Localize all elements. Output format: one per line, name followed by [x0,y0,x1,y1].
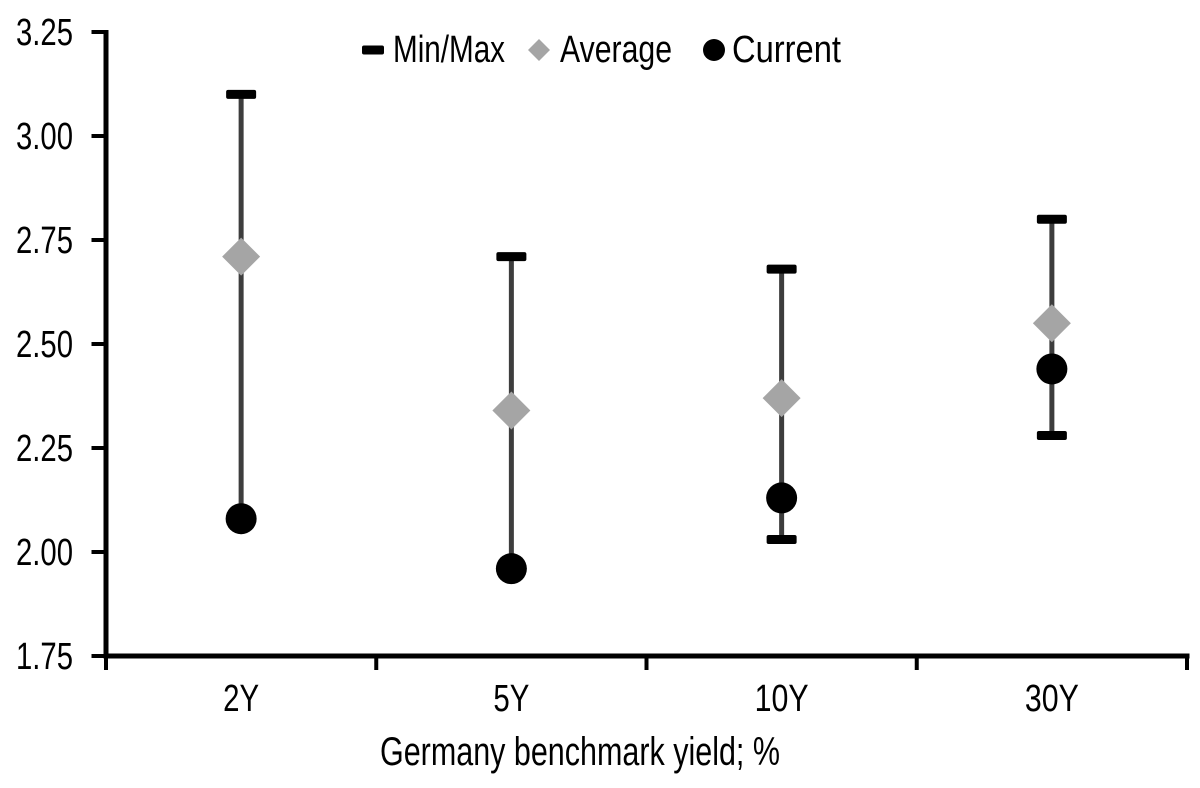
y-axis-tick-label: 1.75 [16,636,73,678]
max-cap-2Y [226,89,257,99]
y-axis-tick [91,654,104,658]
current-marker-10Y [766,482,798,514]
x-axis-title: Germany benchmark yield; % [380,730,780,774]
legend-label-current: Current [732,29,841,71]
y-axis-tick [91,446,104,450]
y-axis-tick-label: 3.00 [16,116,73,158]
current-marker-30Y [1036,353,1068,385]
current-marker-5Y [495,553,527,585]
max-cap-30Y [1036,214,1067,224]
average-marker-5Y [492,391,531,430]
x-axis-tick [644,656,649,670]
plot-area: 1.75 2.00 2.25 2.50 2.75 3.00 3.25 2Y 5Y 10Y 30Y [16,12,1190,720]
y-axis-tick-label: 2.75 [16,220,73,262]
x-axis-tick [1185,656,1189,670]
max-cap-5Y [496,252,527,262]
x-axis-tick-label: 5Y [493,678,529,720]
y-axis-tick [91,550,104,554]
y-axis-tick-label: 2.25 [16,428,73,470]
min-cap-30Y [1036,431,1067,441]
average-marker-2Y [222,237,261,276]
legend-label-minmax: Min/Max [393,29,505,71]
y-axis-tick-label: 2.00 [16,532,73,574]
max-cap-10Y [766,264,797,274]
current-marker-2Y [225,503,257,535]
y-axis-tick [91,30,104,34]
y-axis-line [103,30,109,659]
y-axis-tick [91,134,104,138]
average-diamond-marker [528,39,550,61]
x-axis-tick [374,656,379,670]
x-axis-tick-label: 10Y [755,678,809,720]
x-axis-line [103,653,1190,659]
x-axis-tick-label: 30Y [1025,678,1079,720]
y-axis-tick-label: 3.25 [16,12,73,54]
current-circle-marker [703,39,725,61]
x-axis-tick [914,656,919,670]
y-axis-tick-label: 2.50 [16,324,73,366]
legend-label-average: Average [560,29,672,71]
minmax-dash-marker [362,45,384,55]
x-axis-tick [104,656,108,670]
x-axis-tick-label: 2Y [223,678,259,720]
y-axis-tick [91,238,104,242]
average-marker-30Y [1032,304,1071,343]
legend: Min/Max Average Current [362,29,841,71]
average-marker-10Y [762,379,801,418]
min-cap-10Y [766,535,797,545]
y-axis-tick [91,342,104,346]
